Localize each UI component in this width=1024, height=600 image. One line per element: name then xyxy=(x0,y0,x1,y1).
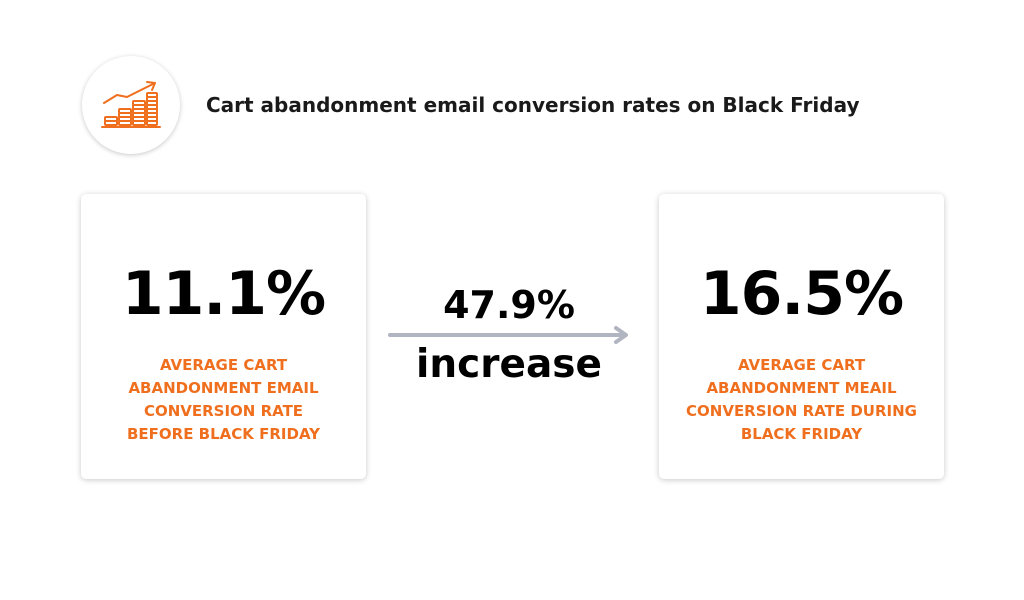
caption-line: ABANDONMENT MEAIL xyxy=(706,379,897,397)
page-title: Cart abandonment email conversion rates … xyxy=(206,93,860,117)
increase-label: increase xyxy=(416,342,602,387)
increase-percent-value: 47.9% xyxy=(443,283,575,327)
caption-line: BEFORE BLACK FRIDAY xyxy=(126,425,320,443)
growth-coins-icon xyxy=(101,81,161,128)
caption-line: CONVERSION RATE xyxy=(143,402,304,420)
during-conversion-rate-caption: AVERAGE CART ABANDONMENT MEAIL CONVERSIO… xyxy=(669,354,934,446)
before-conversion-rate-caption: AVERAGE CART ABANDONMENT EMAIL CONVERSIO… xyxy=(91,354,356,446)
caption-line: AVERAGE CART xyxy=(159,356,288,374)
before-conversion-rate-value: 11.1% xyxy=(121,259,326,329)
caption-line: CONVERSION RATE DURING xyxy=(686,402,917,420)
header-icon-badge xyxy=(82,56,180,154)
during-black-friday-card: 16.5% AVERAGE CART ABANDONMENT MEAIL CON… xyxy=(659,194,944,479)
caption-line: BLACK FRIDAY xyxy=(740,425,863,443)
caption-line: ABANDONMENT EMAIL xyxy=(128,379,319,397)
before-black-friday-card: 11.1% AVERAGE CART ABANDONMENT EMAIL CON… xyxy=(81,194,366,479)
arrow-right-icon xyxy=(388,326,628,344)
during-conversion-rate-value: 16.5% xyxy=(699,259,904,329)
caption-line: AVERAGE CART xyxy=(737,356,866,374)
